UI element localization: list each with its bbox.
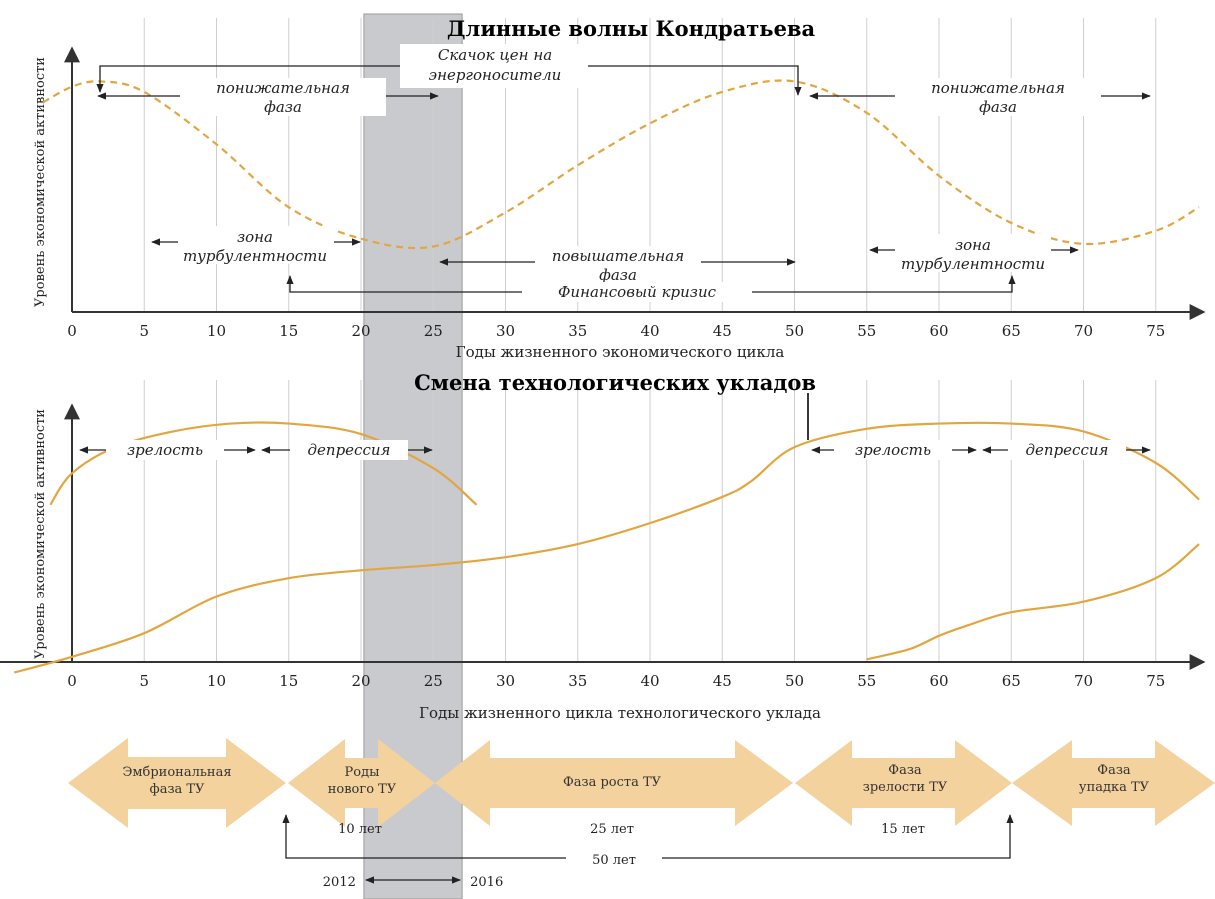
turbulence-2-label-bg [895,234,1051,272]
down-phase-2-label-bg [895,78,1101,116]
duration-growth: 25 лет [590,822,634,837]
energy-shock-label-line2: энергоносители [429,66,562,84]
phase-decline-arrow [1012,740,1215,826]
x-tick-label-45: 45 [713,672,732,690]
x-tick-label-75: 75 [1146,672,1165,690]
financial-crisis-label-bg [522,282,752,302]
depression-2-label-bg [1008,440,1126,460]
x-tick-label-70: 70 [1074,322,1093,340]
duration-birth: 10 лет [338,822,382,837]
x-tick-label-5: 5 [139,322,149,340]
phase-birth-label-line2: нового ТУ [328,782,397,797]
series-line-1-1 [42,79,1200,250]
duration-total: 50 лет [592,853,636,868]
x-tick-label-55: 55 [857,322,876,340]
down-phase-2-label-line2: фаза [979,98,1017,116]
x-tick-label-40: 40 [640,322,659,340]
phase-maturity-arrow [795,740,1012,826]
depression-2-label: депрессия [1026,441,1109,459]
x-tick-label-30: 30 [496,672,515,690]
x-tick-label-30: 30 [496,322,515,340]
financial-crisis-label: Финансовый кризис [558,283,717,301]
phase-embryonic-label-line1: Эмбриональная [122,765,231,780]
down-phase-1-label-line1: понижательная [216,79,350,97]
phase-birth-label-line1: Роды [345,765,380,780]
y-axis-label-bottom: Уровень экономической активности [33,409,48,659]
energy-shock-label-line1: Скачок цен на [438,46,552,64]
x-tick-labels-bottom: 0 5 10 15 20 25 30 35 40 45 50 55 60 65 70 75 [67,672,1165,690]
x-tick-label-0: 0 [67,322,77,340]
phase-maturity-label-line2: зрелости ТУ [863,780,948,795]
x-tick-label-65: 65 [1002,672,1021,690]
depression-1-label-bg [290,440,408,460]
series-line-2-3 [866,543,1200,661]
x-axis-label-top: Годы жизненного экономического цикла [456,343,785,361]
x-tick-labels-top: 0 5 10 15 20 25 30 35 40 45 50 55 60 65 70 75 [67,322,1165,340]
x-tick-label-20: 20 [351,672,370,690]
x-tick-label-65: 65 [1002,322,1021,340]
phase-birth-arrow [288,739,435,827]
x-tick-label-10: 10 [207,322,226,340]
up-phase-label-line1: повышательная [552,247,684,265]
maturity-2-label-bg [834,440,952,460]
up-phase-label-line2: фаза [599,266,637,284]
chart-title-top: Длинные волны Кондратьева [447,16,816,41]
turbulence-1-label-bg [178,226,334,264]
duration-maturity: 15 лет [881,822,925,837]
x-axis-label-bottom: Годы жизненного цикла технологического у… [419,704,821,722]
phase-growth-label: Фаза роста ТУ [563,775,662,790]
phase-decline-label-line1: Фаза [1097,763,1131,778]
energy-shock-label-bg [400,44,588,88]
turbulence-2-label-line2: турбулентности [901,255,1045,273]
x-tick-label-35: 35 [568,672,587,690]
x-tick-label-55: 55 [857,672,876,690]
x-tick-label-25: 25 [424,672,443,690]
y-axis-label-top: Уровень экономической активности [33,57,48,307]
phase-embryonic-label-line2: фаза ТУ [150,782,206,797]
chart-title-bottom: Смена технологических укладов [414,370,816,395]
x-tick-label-20: 20 [351,322,370,340]
fifty-years-label-bg [566,848,662,868]
x-tick-label-10: 10 [207,672,226,690]
depression-1-label: депрессия [308,441,391,459]
turbulence-1-label-line2: турбулентности [183,247,327,265]
down-phase-1-label-line2: фаза [264,98,302,116]
x-tick-label-50: 50 [785,322,804,340]
phase-growth-arrow [435,740,793,826]
x-tick-label-15: 15 [279,672,298,690]
x-tick-label-0: 0 [67,672,77,690]
down-phase-1-label-bg [180,78,386,116]
series-line-2-2 [13,421,1200,674]
x-tick-label-50: 50 [785,672,804,690]
x-tick-label-5: 5 [139,672,149,690]
turbulence-1-label-line1: зона [237,228,273,246]
x-tick-label-35: 35 [568,322,587,340]
series-line-2-1 [49,421,478,506]
down-phase-2-label-line1: понижательная [931,79,1065,97]
maturity-1-label-bg [106,440,224,460]
x-tick-label-15: 15 [279,322,298,340]
phase-arrows: Эмбриональная фаза ТУ Роды нового ТУ Фаз… [68,738,1215,828]
x-tick-label-60: 60 [929,672,948,690]
x-tick-label-75: 75 [1146,322,1165,340]
kondratiev-wave [42,79,1200,250]
x-tick-label-60: 60 [929,322,948,340]
turbulence-2-label-line1: зона [955,236,991,254]
phase-embryonic-arrow [68,738,286,828]
x-tick-label-45: 45 [713,322,732,340]
year-2016-label: 2016 [470,875,503,890]
phase-maturity-label-line1: Фаза [888,763,922,778]
grid-lines-bottom [143,380,1157,662]
maturity-2-label: зрелость [855,441,931,459]
x-tick-label-70: 70 [1074,672,1093,690]
tech-paradigm-curves [13,421,1200,674]
x-tick-label-25: 25 [424,322,443,340]
year-2012-label: 2012 [323,875,356,890]
phase-decline-label-line2: упадка ТУ [1079,780,1150,795]
x-tick-label-40: 40 [640,672,659,690]
maturity-1-label: зрелость [127,441,203,459]
